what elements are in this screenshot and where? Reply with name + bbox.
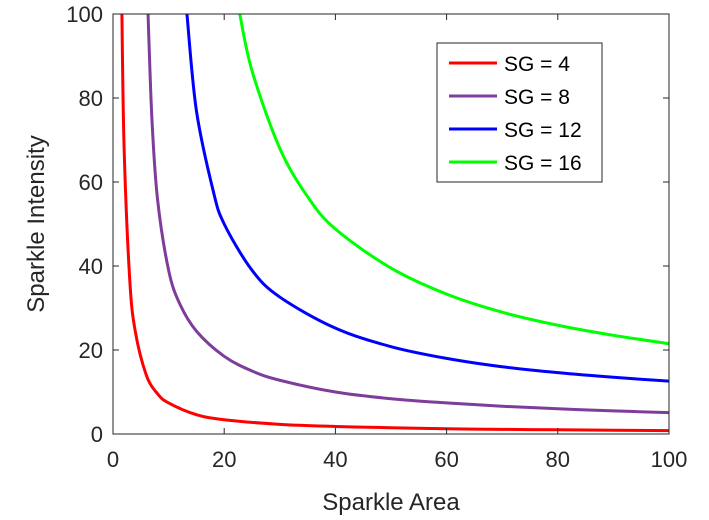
y-tick-label: 100 <box>66 2 103 27</box>
legend-label-4: SG = 16 <box>504 152 582 175</box>
y-axis-label: Sparkle Intensity <box>23 135 50 312</box>
curves-layer <box>120 14 669 433</box>
series-line-2 <box>146 14 669 415</box>
legend-label-2: SG = 8 <box>504 86 570 109</box>
legend-label-3: SG = 12 <box>504 119 582 142</box>
y-tick-label: 60 <box>79 170 103 195</box>
axes-layer: 0 20 40 60 80 100 0 20 40 60 80 100 Sparkle Area Spar… <box>23 2 687 516</box>
series-line-3 <box>185 14 669 383</box>
series-line-4 <box>238 14 669 346</box>
y-tick-label: 20 <box>79 338 103 363</box>
legend: SG = 4 SG = 8 SG = 12 SG = 16 <box>436 42 603 183</box>
x-tick-label: 60 <box>434 447 458 472</box>
x-axis-label: Sparkle Area <box>322 489 460 516</box>
axes-box <box>112 13 670 435</box>
x-tick-label: 0 <box>107 447 119 472</box>
series-line-1 <box>120 14 669 433</box>
x-tick-label: 20 <box>212 447 236 472</box>
y-tick-label: 40 <box>79 254 103 279</box>
x-tick-label: 80 <box>546 447 570 472</box>
legend-label-1: SG = 4 <box>504 53 570 76</box>
x-tick-label: 40 <box>323 447 347 472</box>
y-tick-label: 0 <box>91 422 103 447</box>
y-tick-label: 80 <box>79 86 103 111</box>
x-tick-label: 100 <box>651 447 688 472</box>
legend-box <box>436 42 603 183</box>
